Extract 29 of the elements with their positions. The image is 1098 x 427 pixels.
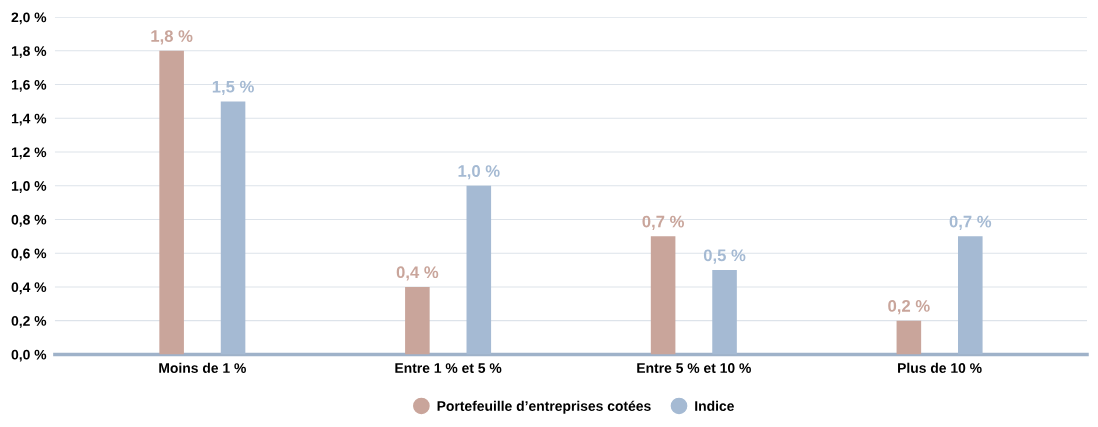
data-label: 0,7 %	[949, 215, 992, 230]
y-tick-label: 1,6 %	[11, 79, 47, 92]
x-tick-label: Plus de 10 %	[898, 362, 982, 373]
y-tick-label: 0,8 %	[11, 214, 47, 227]
y-tick-label: 0,6 %	[11, 248, 47, 261]
y-tick-label: 0,0 %	[11, 349, 47, 362]
data-label: 1,0 %	[458, 165, 500, 180]
data-label: 0,5 %	[703, 249, 746, 264]
y-tick-label: 0,2 %	[11, 316, 47, 328]
data-label: 0,2 %	[888, 300, 930, 315]
data-label: 0,4 %	[396, 266, 439, 281]
bar	[650, 236, 676, 355]
legend-label: Portefeuille d’entreprises cotées	[437, 400, 651, 414]
y-tick-label: 2,0 %	[11, 12, 47, 25]
y-tick-label: 0,4 %	[11, 282, 47, 295]
y-tick-label: 1,8 %	[11, 46, 47, 58]
data-label: 1,8 %	[151, 30, 193, 45]
bar	[159, 50, 184, 355]
y-tick-label: 1,0 %	[11, 181, 47, 193]
y-tick-label: 1,2 %	[11, 147, 47, 160]
x-tick-label: Entre 5 % et 10 %	[637, 363, 751, 373]
y-tick-label: 1,4 %	[11, 113, 47, 126]
data-label: 1,5 %	[212, 80, 254, 95]
bar	[896, 320, 922, 355]
data-label: 0,7 %	[642, 215, 684, 230]
x-tick-label: Entre 1 % et 5 %	[395, 363, 502, 373]
bar	[405, 286, 430, 355]
x-tick-label: Moins de 1 %	[159, 362, 246, 373]
legend-label: Indice	[695, 400, 734, 411]
